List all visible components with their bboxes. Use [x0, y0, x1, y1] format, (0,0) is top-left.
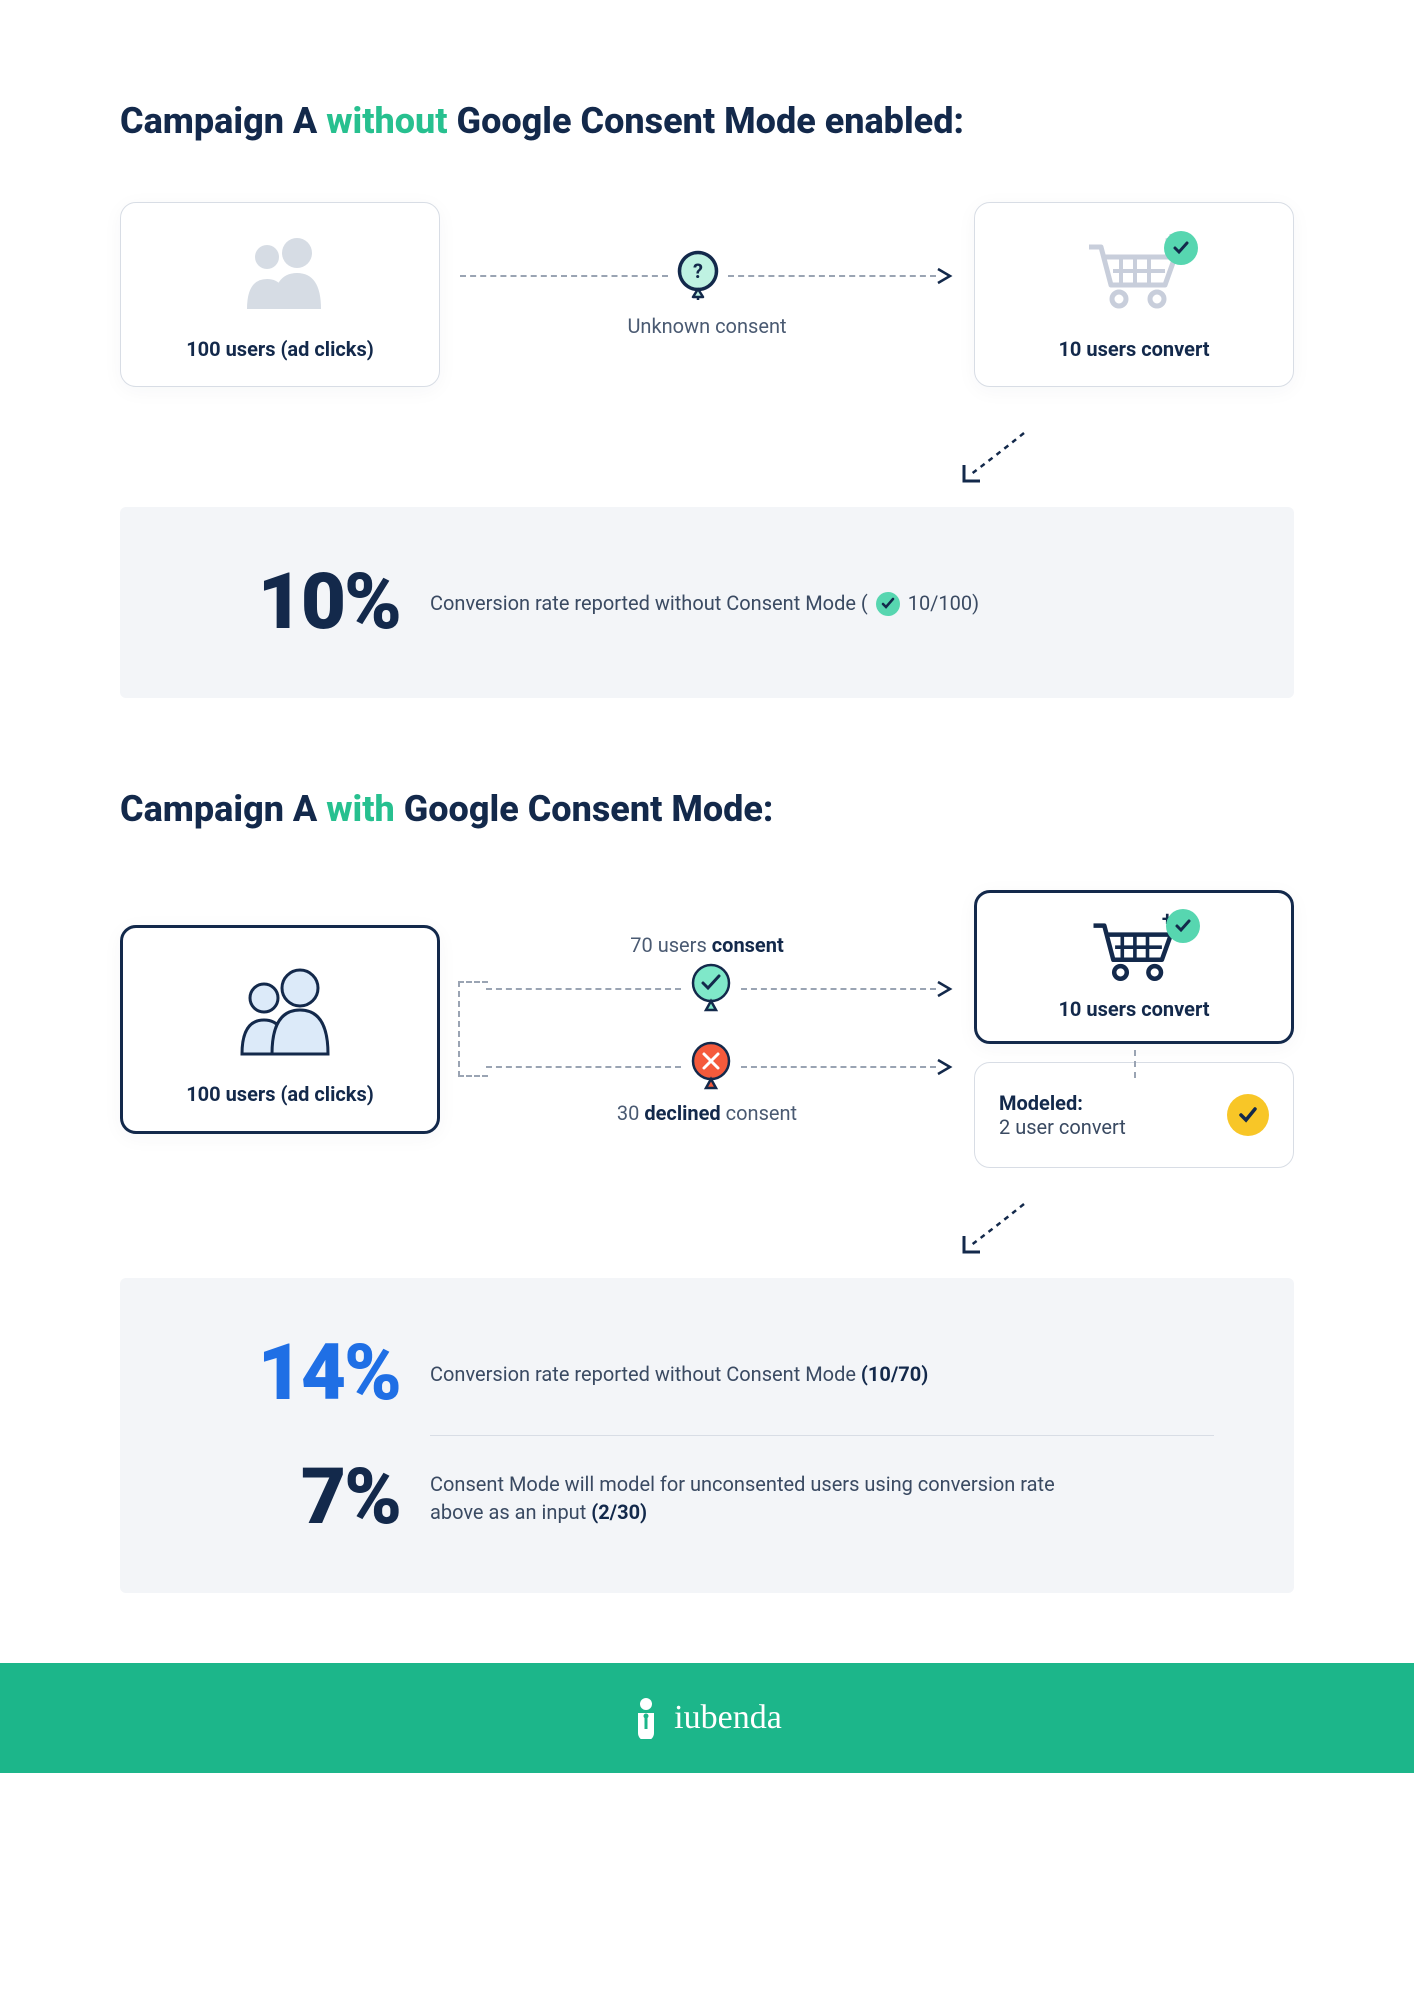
result1-text: Conversion rate reported without Consent…: [430, 1360, 928, 1388]
convert-card-strong: + 10 users convert: [974, 890, 1294, 1044]
yellow-check-icon: [1227, 1094, 1269, 1136]
modeled-value: 2 user convert: [999, 1115, 1126, 1139]
declined-label: 30 declined consent: [460, 1101, 954, 1125]
convert-card-label: 10 users convert: [995, 997, 1273, 1021]
users-card-strong: 100 users (ad clicks): [120, 925, 440, 1134]
section2-result-panel: 14% Conversion rate reported without Con…: [120, 1278, 1294, 1593]
consent-pin-icon: [687, 961, 735, 1017]
title-pre: Campaign A: [120, 788, 326, 830]
unknown-consent-label: Unknown consent: [627, 314, 786, 338]
users-blue-icon: [220, 958, 340, 1058]
result-text: Conversion rate reported without Consent…: [430, 589, 979, 617]
iubenda-logo-icon: [632, 1697, 660, 1739]
title-accent: without: [326, 100, 447, 142]
arrow-right-icon: [936, 980, 954, 998]
result1-pct: 14%: [200, 1328, 400, 1419]
arrow-right-icon: [936, 1058, 954, 1076]
users-card-label: 100 users (ad clicks): [141, 337, 419, 361]
footer-brand: iubenda: [674, 1699, 782, 1737]
curve-arrow-icon: [954, 1198, 1034, 1258]
svg-text:?: ?: [693, 259, 703, 283]
title-post: Google Consent Mode:: [395, 788, 774, 830]
convert-card-label: 10 users convert: [995, 337, 1273, 361]
modeled-label: Modeled:: [999, 1091, 1126, 1115]
check-badge-icon: [1166, 909, 1200, 943]
convert-card: + 10 users convert: [974, 202, 1294, 387]
section2-flow: 100 users (ad clicks) 70 users consent: [120, 890, 1294, 1168]
title-accent: with: [326, 788, 395, 830]
question-pin-icon: ?: [674, 248, 722, 304]
result2-text: Consent Mode will model for unconsented …: [430, 1470, 1070, 1526]
section1-result-panel: 10% Conversion rate reported without Con…: [120, 507, 1294, 698]
title-pre: Campaign A: [120, 100, 326, 142]
mid-column: ? Unknown consent: [460, 252, 954, 338]
right-results-stack: + 10 users convert Modeled: 2 user conve…: [974, 890, 1294, 1168]
check-badge-icon: [1164, 231, 1198, 265]
arrow-right-icon: [936, 267, 954, 285]
section1-flow: 100 users (ad clicks) ? Unknown: [120, 202, 1294, 387]
result-pct: 10%: [200, 557, 400, 648]
users-card: 100 users (ad clicks): [120, 202, 440, 387]
curve-arrow-icon: [954, 427, 1034, 487]
title-post: Google Consent Mode enabled:: [448, 100, 964, 142]
footer: iubenda: [0, 1663, 1414, 1773]
section2-title: Campaign A with Google Consent Mode:: [120, 788, 1294, 830]
section1-title: Campaign A without Google Consent Mode e…: [120, 100, 1294, 142]
consent-label: 70 users consent: [460, 933, 954, 957]
users-card-label: 100 users (ad clicks): [143, 1082, 417, 1106]
check-badge-icon: [876, 592, 900, 616]
declined-pin-icon: [687, 1039, 735, 1095]
center-branches: 70 users consent: [460, 933, 954, 1125]
users-gray-icon: [225, 233, 335, 313]
result2-pct: 7%: [200, 1452, 400, 1543]
